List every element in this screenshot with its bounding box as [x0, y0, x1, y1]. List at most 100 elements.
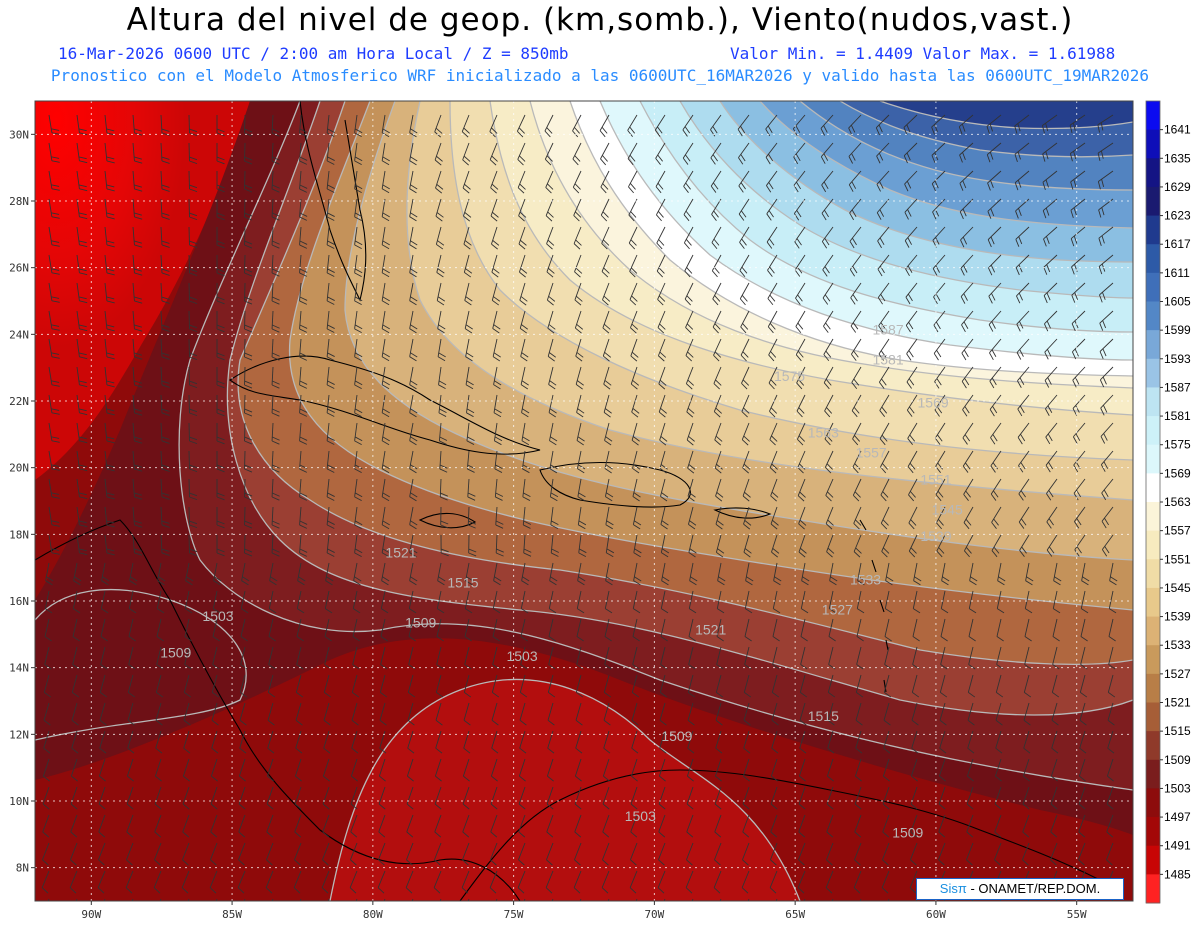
wind-barb [492, 338, 501, 362]
wind-barb [350, 814, 358, 838]
wind-barb [76, 198, 88, 220]
wind-barb [687, 674, 696, 698]
wind-barb [466, 422, 475, 445]
wind-barb [434, 842, 442, 866]
wind-barb [517, 870, 526, 894]
wind-barb [435, 674, 444, 698]
colorbar-label: 1515 [1164, 724, 1191, 738]
wind-barb [995, 730, 1003, 754]
coastlines [35, 101, 1101, 901]
colorbar-label: 1611 [1164, 266, 1190, 280]
wind-barb [851, 394, 862, 418]
wind-barb [438, 366, 447, 390]
wind-barb [685, 338, 694, 362]
wind-barb [603, 702, 611, 726]
contour-label: 1521 [695, 621, 726, 637]
wind-barb [990, 422, 1002, 445]
wind-barb [966, 842, 974, 866]
wind-barb [1099, 282, 1114, 303]
wind-barb [549, 450, 558, 474]
wind-barb [767, 254, 778, 277]
wind-barb [793, 142, 806, 165]
wind-barb [959, 170, 974, 191]
wind-barb [1069, 142, 1086, 162]
wind-barb [188, 226, 198, 249]
wind-barb [493, 562, 502, 586]
wind-barb [185, 562, 194, 586]
wind-barb [991, 506, 1002, 529]
wind-barb [745, 562, 754, 586]
wind-barb [160, 422, 170, 444]
wind-barb [1017, 394, 1030, 417]
wind-barb [688, 590, 697, 614]
wind-barb [244, 282, 253, 305]
colorbar-label: 1497 [1164, 810, 1191, 824]
wind-barb [631, 674, 640, 698]
wind-barb [352, 646, 360, 670]
wind-barb [182, 814, 190, 838]
wind-barb [271, 478, 280, 501]
wind-barb [685, 310, 694, 334]
wind-barb [48, 506, 60, 527]
wind-barb [545, 198, 554, 222]
wind-barb [659, 450, 668, 474]
wind-barb [409, 562, 418, 586]
wind-barb [713, 870, 722, 894]
field-band-1617 [880, 101, 1133, 129]
wind-barb [856, 590, 865, 614]
wind-barb [575, 702, 583, 726]
wind-barb [988, 282, 1002, 304]
wind-barb [125, 870, 134, 894]
wind-barb [267, 730, 275, 754]
wind-barb [939, 702, 947, 726]
wind-barb [271, 254, 280, 277]
colorbar-swatch [1146, 616, 1160, 646]
wind-barb [742, 814, 750, 838]
wind-barb [686, 842, 694, 866]
wind-barb [686, 394, 695, 418]
wind-barb [604, 646, 612, 670]
wind-barb [715, 478, 724, 502]
wind-barb [381, 114, 390, 138]
wind-barb [999, 898, 1002, 901]
contour-label: 1503 [202, 608, 233, 624]
wind-barb [1024, 590, 1033, 614]
wind-barb [822, 282, 834, 305]
wind-barb [299, 366, 308, 389]
wind-barb [465, 562, 474, 586]
wind-barb [518, 226, 527, 250]
wind-barb [656, 198, 666, 222]
wind-barb [576, 646, 584, 670]
lat-label: 24N [9, 328, 29, 341]
lat-label: 12N [9, 728, 29, 741]
wind-barb [1014, 170, 1030, 191]
wind-barb [547, 674, 556, 698]
wind-barb [182, 786, 190, 810]
colorbar-label: 1557 [1164, 524, 1191, 538]
wind-barb [126, 814, 134, 838]
credit-box: Sisπ - ONAMET/REP.DOM. [916, 878, 1124, 900]
wind-barb [98, 842, 106, 866]
wind-barb [769, 422, 778, 446]
wind-barb [659, 730, 667, 754]
wind-barb [48, 534, 60, 555]
colorbar-label: 1629 [1164, 180, 1191, 194]
colorbar-swatch [1146, 845, 1160, 875]
wind-barb [1015, 254, 1030, 276]
wind-barb [72, 618, 80, 642]
wind-barb [184, 618, 192, 642]
colorbar-swatch [1146, 387, 1160, 417]
wind-barb [381, 422, 390, 446]
wind-barb [99, 730, 107, 754]
wind-barb [271, 534, 280, 557]
wind-barb [684, 254, 694, 278]
wind-barb [905, 254, 918, 277]
wind-barb [686, 758, 694, 782]
colorbar-label: 1533 [1164, 638, 1191, 652]
wind-barb [354, 422, 363, 446]
wind-barb [1051, 674, 1060, 698]
wind-barb [1044, 310, 1058, 332]
wind-barb [766, 170, 778, 193]
wind-barb [495, 898, 498, 901]
wind-barb [492, 618, 500, 642]
